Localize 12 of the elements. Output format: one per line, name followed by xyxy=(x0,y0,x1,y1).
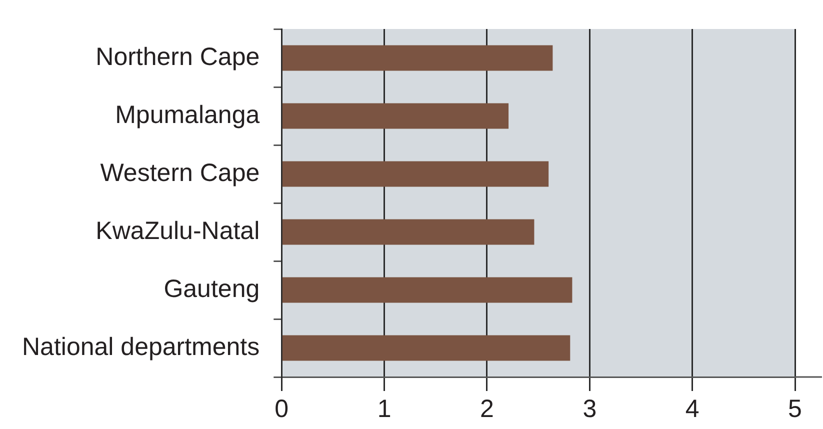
x-tick-label: 1 xyxy=(377,394,392,423)
x-tick-label: 0 xyxy=(274,394,289,423)
x-tick-label: 5 xyxy=(788,394,802,423)
y-tick-label: Northern Cape xyxy=(96,42,260,71)
y-tick-label: KwaZulu-Natal xyxy=(96,216,260,245)
x-tick-label: 4 xyxy=(685,394,700,423)
y-tick-label: National departments xyxy=(22,332,260,361)
x-tick-label: 3 xyxy=(582,394,597,423)
y-tick-label: Western Cape xyxy=(100,158,260,187)
y-tick-label: Mpumalanga xyxy=(115,100,260,129)
y-tick-label: Gauteng xyxy=(164,274,260,303)
x-tick-label: 2 xyxy=(480,394,494,423)
